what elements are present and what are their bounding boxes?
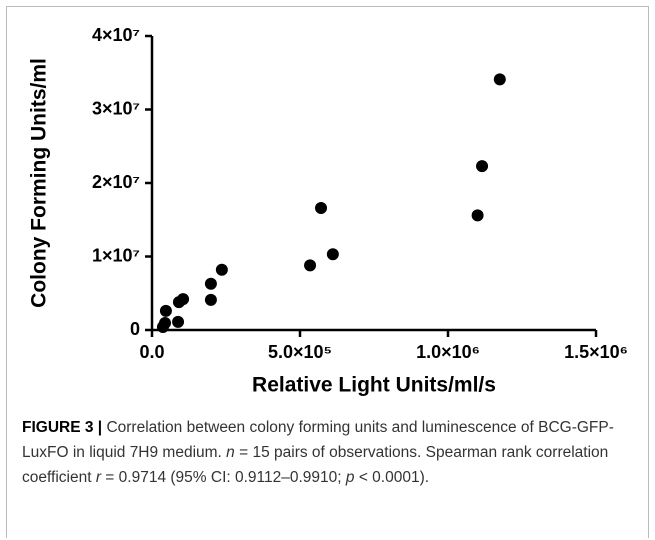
x-tick-label: 0.0 <box>139 342 164 362</box>
y-axis-label: Colony Forming Units/ml <box>28 58 51 308</box>
x-tick-label: 1.5×10⁶ <box>564 342 628 362</box>
x-tick-label: 1.0×10⁶ <box>416 342 480 362</box>
y-tick-label: 0 <box>130 319 140 339</box>
caption-text: = 0.9714 (95% CI: 0.9112–0.9910; <box>101 469 346 486</box>
point <box>159 304 172 317</box>
caption-text: = 15 pairs of observations. Spearman ran… <box>22 444 609 486</box>
y-tick-label: 4×10⁷ <box>92 25 140 45</box>
x-tick-label: 5.0×10⁵ <box>268 342 332 362</box>
point <box>304 259 317 272</box>
point <box>177 293 190 306</box>
y-tick-label: 2×10⁷ <box>92 172 140 192</box>
point <box>172 315 185 328</box>
point <box>471 209 484 222</box>
caption-italic: n <box>226 444 235 461</box>
point <box>215 263 228 276</box>
caption: FIGURE 3 | Correlation between colony fo… <box>22 415 632 490</box>
x-axis-label: Relative Light Units/ml/s <box>252 374 496 397</box>
chart: Colony Forming Units/ml Relative Light U… <box>28 25 628 397</box>
point <box>493 73 506 86</box>
caption-text: Correlation between colony forming units… <box>22 419 614 461</box>
caption-italic: p <box>345 469 355 486</box>
point <box>204 293 217 306</box>
y-tick-label: 1×10⁷ <box>92 245 140 265</box>
point <box>315 201 328 214</box>
point <box>204 277 217 290</box>
caption-italic: r <box>95 469 101 486</box>
point <box>326 248 339 261</box>
point <box>476 160 489 173</box>
point <box>159 317 172 330</box>
caption-label: FIGURE 3 | <box>22 419 103 436</box>
y-tick-label: 3×10⁷ <box>92 98 140 118</box>
caption-text: < 0.0001). <box>354 469 430 486</box>
figure-frame <box>6 6 649 538</box>
